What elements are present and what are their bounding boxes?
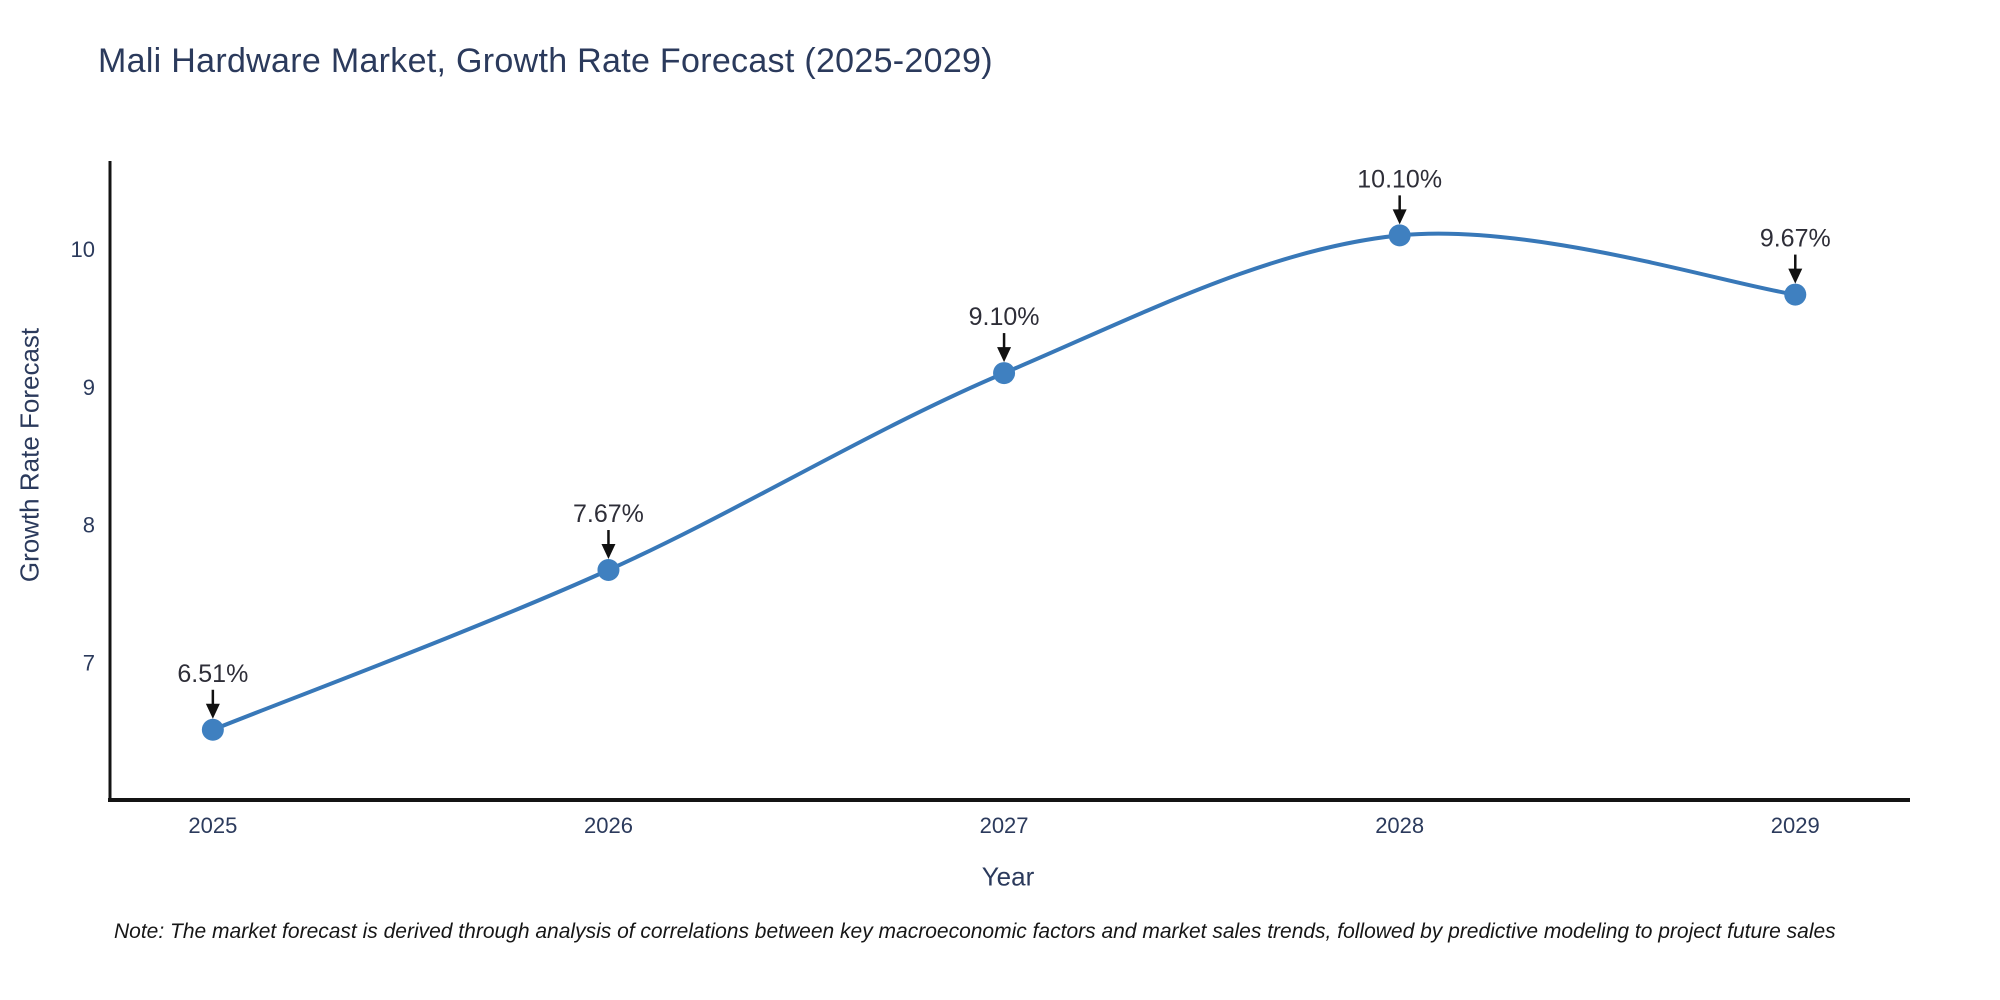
x-axis-title: Year: [981, 861, 1035, 892]
x-tick-label: 2028: [1375, 813, 1424, 838]
chart-title: Mali Hardware Market, Growth Rate Foreca…: [98, 42, 993, 80]
y-tick-label: 9: [83, 375, 95, 400]
y-tick-label: 7: [83, 650, 95, 675]
x-tick-label: 2029: [1771, 813, 1820, 838]
x-tick-label: 2027: [980, 813, 1029, 838]
y-tick-label: 10: [71, 237, 95, 262]
annotation-arrow-head: [1392, 209, 1407, 225]
x-tick-label: 2025: [188, 813, 237, 838]
data-point-marker: [1388, 224, 1411, 247]
data-point-marker: [993, 362, 1016, 385]
data-point-marker: [1784, 283, 1807, 306]
annotation-arrow-head: [205, 703, 220, 719]
point-annotation-label: 10.10%: [1357, 165, 1442, 193]
point-annotation-label: 9.67%: [1760, 225, 1831, 253]
annotation-arrow-head: [997, 347, 1012, 363]
point-annotation-label: 9.10%: [969, 303, 1040, 331]
point-annotation-label: 6.51%: [177, 660, 248, 688]
footnote: Note: The market forecast is derived thr…: [114, 920, 1836, 943]
point-annotation-label: 7.67%: [573, 500, 644, 528]
annotation-arrow-head: [1788, 268, 1803, 284]
data-point-marker: [597, 559, 620, 582]
x-tick-label: 2026: [584, 813, 633, 838]
data-point-marker: [201, 718, 224, 741]
annotation-arrow-head: [601, 544, 616, 560]
y-tick-label: 8: [83, 513, 95, 538]
